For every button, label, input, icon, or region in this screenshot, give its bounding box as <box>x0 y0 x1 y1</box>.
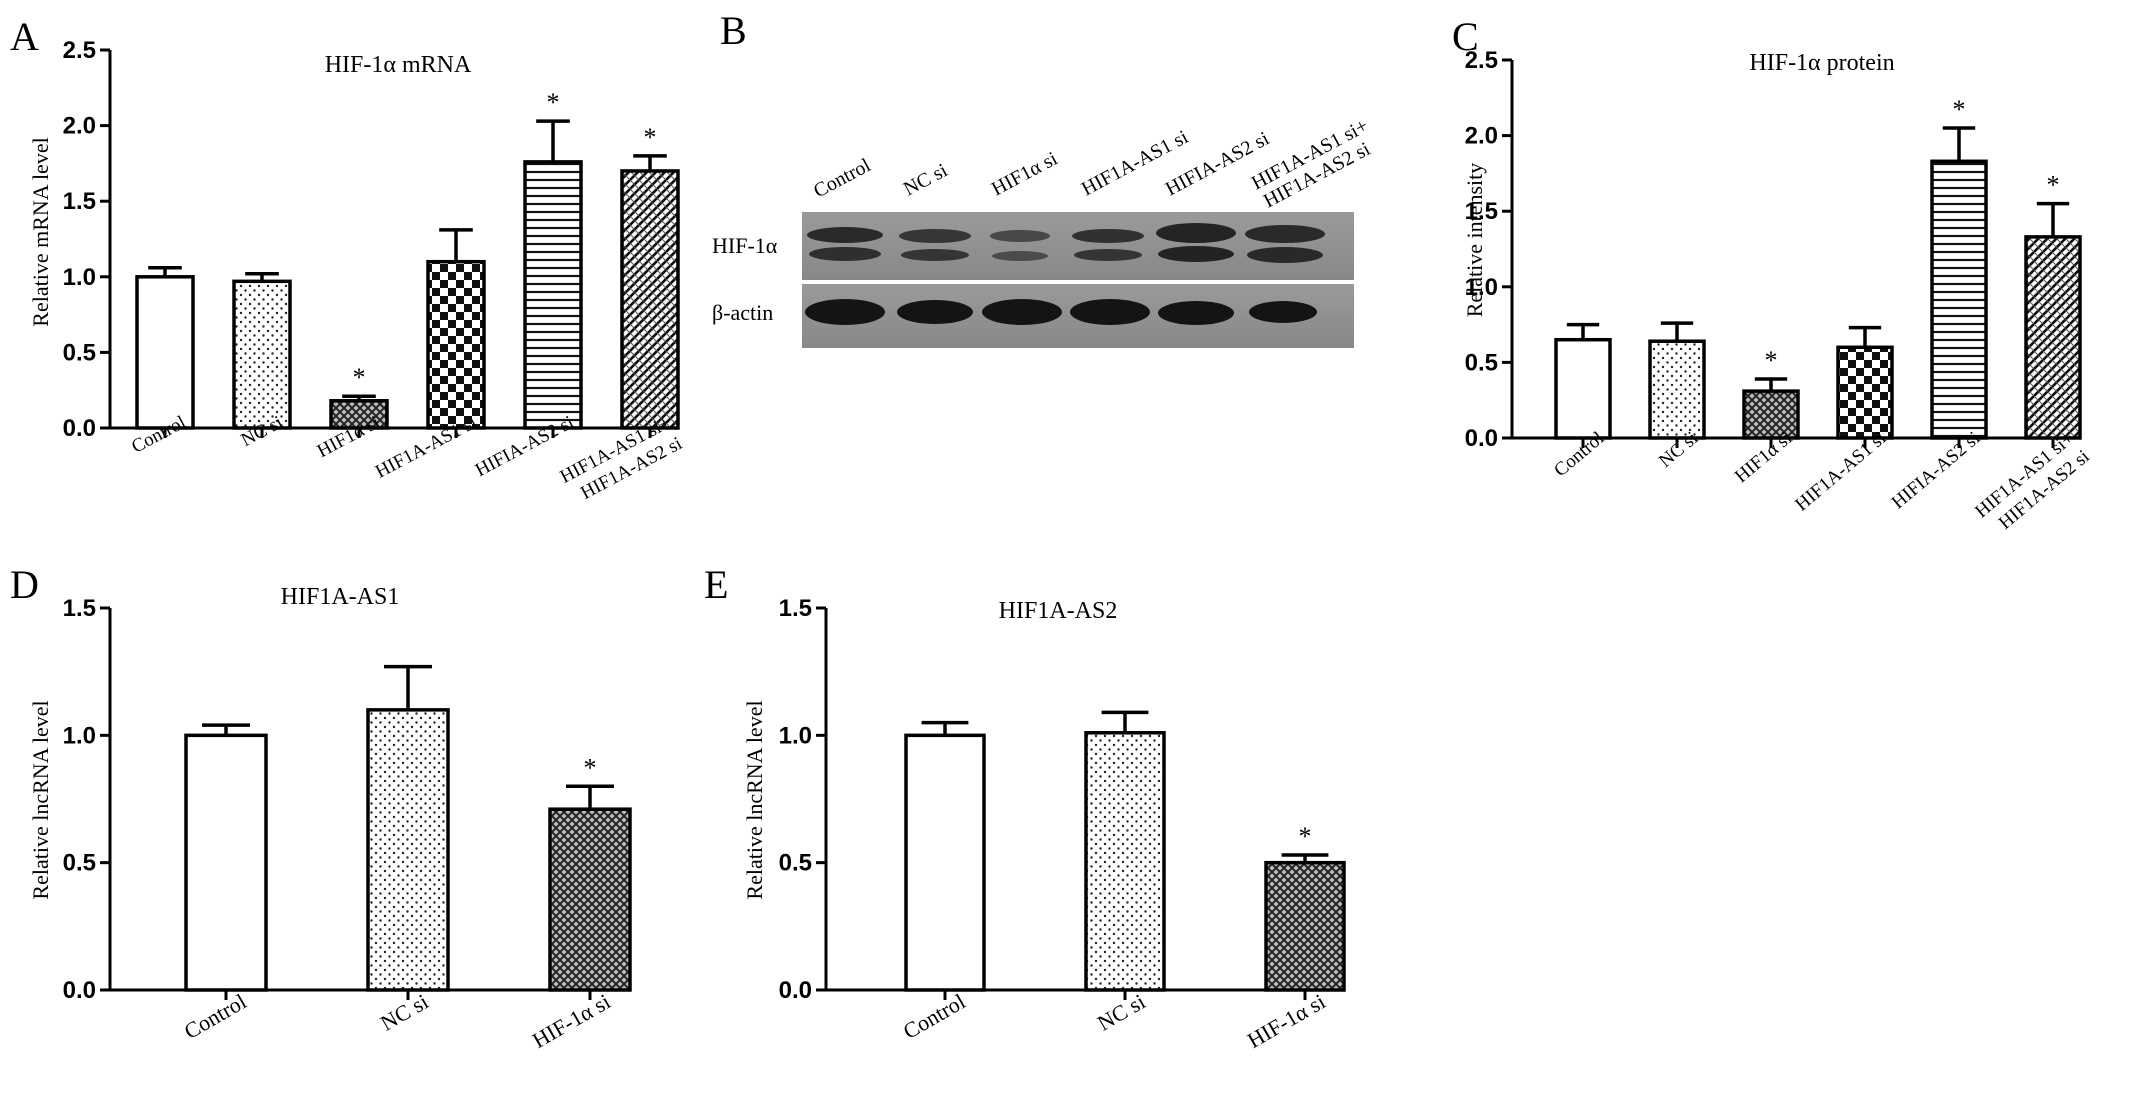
blot-bands-hif1a <box>807 223 1325 263</box>
y-tick-label: 1.5 <box>779 595 812 622</box>
blot-row-label-beta-actin: β-actin <box>712 300 773 325</box>
y-tick-label: 0.0 <box>63 977 96 1004</box>
bar <box>232 279 292 430</box>
blot-bands-beta-actin <box>805 299 1317 325</box>
significance-marker: * <box>353 363 366 392</box>
bar <box>2024 235 2082 440</box>
bar <box>1836 345 1894 440</box>
y-tick-label: 1.0 <box>63 264 96 291</box>
chart-title: HIF-1α mRNA <box>325 52 472 78</box>
bar <box>548 807 632 992</box>
significance-marker: * <box>1765 346 1778 375</box>
bar <box>1930 159 1988 440</box>
bar <box>426 259 486 430</box>
y-axis-label: Relative lncRNA level <box>742 700 767 899</box>
blot-lane-labels: Control NC si HIF1α si HIF1A-AS1 si HIFI… <box>810 115 1374 213</box>
significance-marker: * <box>547 88 560 117</box>
y-tick-label: 0.5 <box>1465 349 1498 376</box>
bar <box>904 733 986 992</box>
chart-hif1a-as2: HIF1A-AS2 Relative lncRNA level 0.0 0.5 1.0 1… <box>742 595 1346 1053</box>
y-axis-label: Relative mRNA level <box>28 137 53 326</box>
y-tick-label: 1.5 <box>63 188 96 215</box>
x-tick-label: HIF-1α si <box>1243 989 1330 1053</box>
y-axis-label: Relative intensity <box>1462 163 1487 318</box>
significance-marker: * <box>2047 171 2060 200</box>
panel-letter-c: C <box>1452 14 1479 59</box>
x-tick-label: Control <box>180 989 251 1044</box>
panel-letter-d: D <box>10 562 39 607</box>
significance-marker: * <box>644 123 657 152</box>
y-tick-label: 0.0 <box>63 415 96 442</box>
bar <box>135 275 195 430</box>
y-tick-label: 2.0 <box>63 113 96 140</box>
x-tick-label: HIF1A-AS1 si <box>1791 428 1890 516</box>
panel-letter-a: A <box>10 14 39 59</box>
y-tick-label: 1.0 <box>1465 274 1498 301</box>
bar <box>1264 860 1346 992</box>
bar <box>329 399 389 430</box>
bar <box>1742 389 1800 440</box>
significance-marker: * <box>1299 822 1312 851</box>
significance-marker: * <box>1953 95 1966 124</box>
lane-label: NC si <box>900 159 951 200</box>
bar <box>523 160 583 430</box>
lane-label: Control <box>810 154 875 202</box>
western-blot: Control NC si HIF1α si HIF1A-AS1 si HIFI… <box>712 115 1374 348</box>
significance-marker: * <box>584 753 597 782</box>
chart-hif1a-mrna: HIF-1α mRNA Relative mRNA level 0.0 0.5 1.0 1… <box>28 37 686 504</box>
y-tick-label: 0.5 <box>63 850 96 877</box>
bar <box>1084 731 1166 992</box>
blot-row-label-hif1a: HIF-1α <box>712 233 778 258</box>
x-tick-label: HIF-1α si <box>528 989 615 1053</box>
y-tick-label: 0.0 <box>1465 425 1498 452</box>
panel-letter-b: B <box>720 8 747 53</box>
chart-hif1a-as1: HIF1A-AS1 Relative lncRNA level 0.0 0.5 1.0 1… <box>28 584 632 1053</box>
bar <box>366 708 450 992</box>
chart-title: HIF1A-AS2 <box>999 598 1118 624</box>
bar <box>620 169 680 430</box>
blot-membrane-hif1a <box>802 212 1354 280</box>
y-tick-label: 1.5 <box>1465 198 1498 225</box>
x-tick-label: NC si <box>376 989 432 1036</box>
x-tick-label: HIFIA-AS2 si <box>1888 428 1984 514</box>
bar <box>1648 339 1706 440</box>
y-tick-label: 1.5 <box>63 595 96 622</box>
y-tick-label: 0.0 <box>779 977 812 1004</box>
y-tick-label: 2.5 <box>1465 47 1498 74</box>
y-tick-label: 2.0 <box>1465 123 1498 150</box>
y-axis-label: Relative lncRNA level <box>28 700 53 899</box>
bar <box>1554 337 1612 440</box>
y-tick-label: 2.5 <box>63 37 96 64</box>
y-tick-label: 0.5 <box>63 339 96 366</box>
y-tick-label: 0.5 <box>779 850 812 877</box>
x-tick-label: NC si <box>1093 989 1149 1036</box>
chart-title: HIF1A-AS1 <box>281 584 400 610</box>
chart-hif1a-protein: HIF-1α protein Relative intensity 0.0 0.5 1.… <box>1462 47 2094 534</box>
x-tick-label: Control <box>899 989 970 1044</box>
bar <box>184 733 268 992</box>
y-tick-label: 1.0 <box>63 722 96 749</box>
y-tick-label: 1.0 <box>779 722 812 749</box>
lane-label: HIF1α si <box>988 147 1061 200</box>
chart-title: HIF-1α protein <box>1749 50 1894 76</box>
panel-letter-e: E <box>704 562 728 607</box>
